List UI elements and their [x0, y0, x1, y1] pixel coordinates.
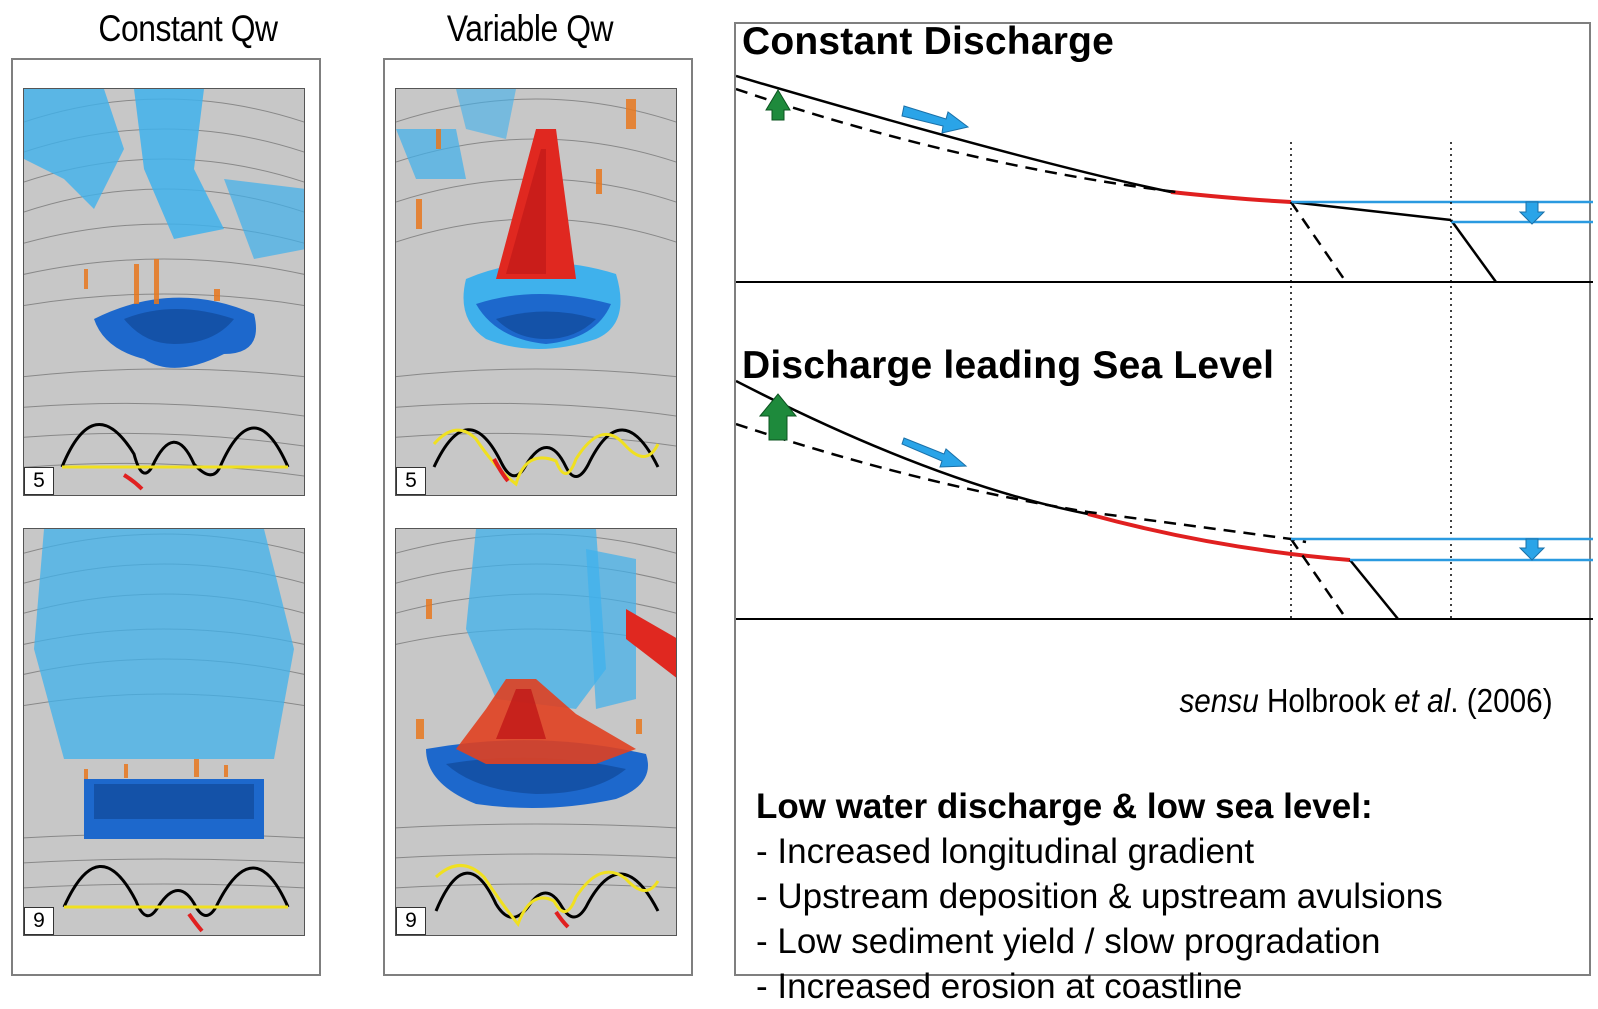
column-title-variable: Variable Qw — [446, 8, 614, 49]
citation: sensu Holbrook et al. (2006) — [1180, 682, 1553, 720]
discharge-arrow-icon — [901, 105, 970, 134]
sea-level-fall-arrow-icon — [1518, 538, 1546, 561]
topography-map — [396, 89, 676, 495]
previous-profile — [736, 422, 1307, 544]
summary-item: - Low sediment yield / slow progradation — [756, 922, 1381, 961]
shoreline-face — [1349, 559, 1399, 620]
variable-qw-panel-5: 5 — [395, 88, 677, 496]
constant-qw-frame: 5 9 — [11, 58, 321, 976]
river-profile — [736, 74, 1172, 194]
sea-level-fall-arrow-icon — [1518, 201, 1546, 225]
aggradation-arrow-icon — [758, 393, 798, 441]
shelf-line — [1290, 200, 1452, 222]
previous-shoreline-face — [1289, 201, 1348, 283]
discharge-diagram-frame: Constant Discharge Discharge leading Sea… — [734, 20, 1593, 1006]
topography-map — [24, 89, 304, 495]
deposition-segment — [1170, 190, 1292, 204]
panel-number: 9 — [396, 907, 426, 935]
column-title-constant: Constant Qw — [98, 8, 278, 49]
citation-prefix: sensu — [1179, 682, 1260, 719]
section-title-constant-discharge: Constant Discharge — [742, 20, 1115, 63]
variable-qw-panel-9: 9 — [395, 528, 677, 936]
summary-item: - Increased erosion at coastline — [756, 967, 1243, 1006]
citation-year: . (2006) — [1450, 682, 1553, 719]
summary-heading: Low water discharge & low sea level: — [756, 787, 1373, 826]
panel-number: 5 — [24, 467, 54, 495]
summary-item: - Upstream deposition & upstream avulsio… — [756, 877, 1443, 916]
deposition-segment — [1087, 512, 1351, 562]
constant-qw-panel-5: 5 — [23, 88, 305, 496]
profile-diagram — [736, 74, 1593, 620]
citation-etal: et al — [1394, 682, 1451, 719]
constant-qw-panel-9: 9 — [23, 528, 305, 936]
topography-map — [24, 529, 304, 935]
previous-shoreline-face — [1289, 538, 1345, 615]
discharge-arrow-icon — [901, 437, 968, 468]
topography-map — [396, 529, 676, 935]
summary-item: - Increased longitudinal gradient — [756, 832, 1255, 871]
aggradation-arrow-icon — [765, 89, 791, 121]
summary-list: - Increased longitudinal gradient - Upst… — [756, 829, 1443, 1009]
section-title-discharge-leading-sea-level: Discharge leading Sea Level — [742, 344, 1275, 387]
summary-block: Low water discharge & low sea level: - I… — [756, 784, 1443, 1009]
panel-number: 5 — [396, 467, 426, 495]
variable-qw-frame: 5 9 — [383, 58, 693, 976]
panel-number: 9 — [24, 907, 54, 935]
previous-profile — [736, 87, 1177, 194]
shoreline-face — [1449, 219, 1498, 283]
citation-author: Holbrook — [1267, 682, 1387, 719]
